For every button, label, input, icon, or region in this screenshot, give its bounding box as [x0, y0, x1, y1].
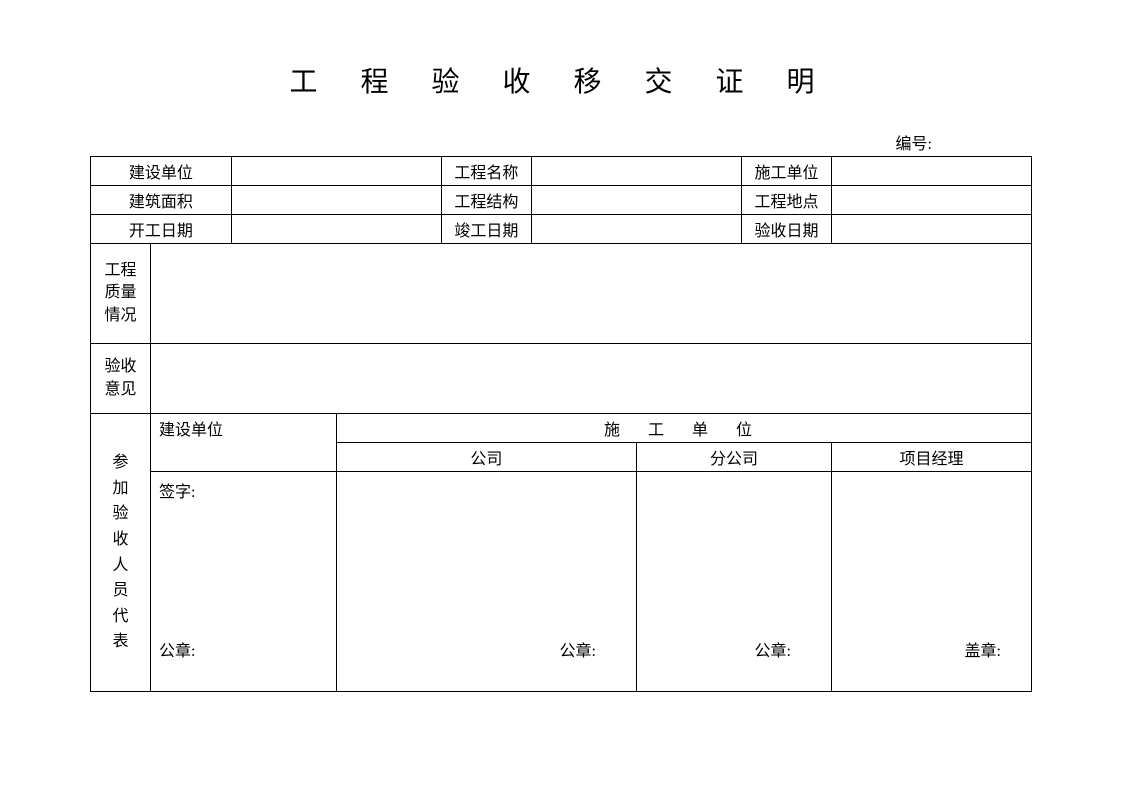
document-number: 编号:: [90, 130, 1032, 154]
quality-label: 工程 质量 情况: [91, 244, 151, 344]
label-location: 工程地点: [742, 186, 832, 215]
signature-row: 签字: 公章: 公章: 公章: 盖章:: [91, 472, 1032, 692]
participants-header-1: 参加验收人员代表 建设单位 施 工 单 位: [91, 414, 1032, 443]
value-accept-date: [832, 215, 1032, 244]
opinion-label-1: 验收: [95, 356, 146, 378]
quality-label-2: 质量: [95, 282, 146, 304]
pm-header: 项目经理: [832, 443, 1032, 472]
value-start-date: [231, 215, 441, 244]
quality-row: 工程 质量 情况: [91, 244, 1032, 344]
branch-header: 分公司: [636, 443, 831, 472]
form-table: 建设单位 工程名称 施工单位 建筑面积 工程结构 工程地点 开工日期 竣工日期 …: [90, 156, 1032, 692]
quality-label-3: 情况: [95, 305, 146, 327]
label-constr-unit: 施工单位: [742, 157, 832, 186]
quality-content: [151, 244, 1032, 344]
label-project-name: 工程名称: [441, 157, 531, 186]
participants-side-label: 参加验收人员代表: [91, 414, 151, 692]
header-row-3: 开工日期 竣工日期 验收日期: [91, 215, 1032, 244]
value-structure: [531, 186, 741, 215]
opinion-content: [151, 344, 1032, 414]
company-header: 公司: [336, 443, 636, 472]
label-accept-date: 验收日期: [742, 215, 832, 244]
opinion-row: 验收 意见: [91, 344, 1032, 414]
header-row-2: 建筑面积 工程结构 工程地点: [91, 186, 1032, 215]
opinion-label: 验收 意见: [91, 344, 151, 414]
label-area: 建筑面积: [91, 186, 232, 215]
label-finish-date: 竣工日期: [441, 215, 531, 244]
seal-label-1: 公章:: [159, 637, 195, 661]
branch-sig: 公章:: [636, 472, 831, 692]
build-unit-header: 建设单位: [151, 414, 337, 472]
build-unit-sig: 签字: 公章:: [151, 472, 337, 692]
value-finish-date: [531, 215, 741, 244]
seal-label-3: 公章:: [755, 637, 791, 661]
opinion-label-2: 意见: [95, 379, 146, 401]
company-sig: 公章:: [336, 472, 636, 692]
value-build-unit: [231, 157, 441, 186]
quality-label-1: 工程: [95, 260, 146, 282]
value-constr-unit: [832, 157, 1032, 186]
value-location: [832, 186, 1032, 215]
label-build-unit: 建设单位: [91, 157, 232, 186]
stamp-label: 盖章:: [965, 637, 1001, 661]
value-area: [231, 186, 441, 215]
value-project-name: [531, 157, 741, 186]
constr-unit-header: 施 工 单 位: [336, 414, 1031, 443]
label-structure: 工程结构: [441, 186, 531, 215]
pm-sig: 盖章:: [832, 472, 1032, 692]
header-row-1: 建设单位 工程名称 施工单位: [91, 157, 1032, 186]
page-title: 工 程 验 收 移 交 证 明: [90, 60, 1032, 100]
seal-label-2: 公章:: [559, 637, 595, 661]
signature-label: 签字:: [159, 478, 195, 502]
label-start-date: 开工日期: [91, 215, 232, 244]
